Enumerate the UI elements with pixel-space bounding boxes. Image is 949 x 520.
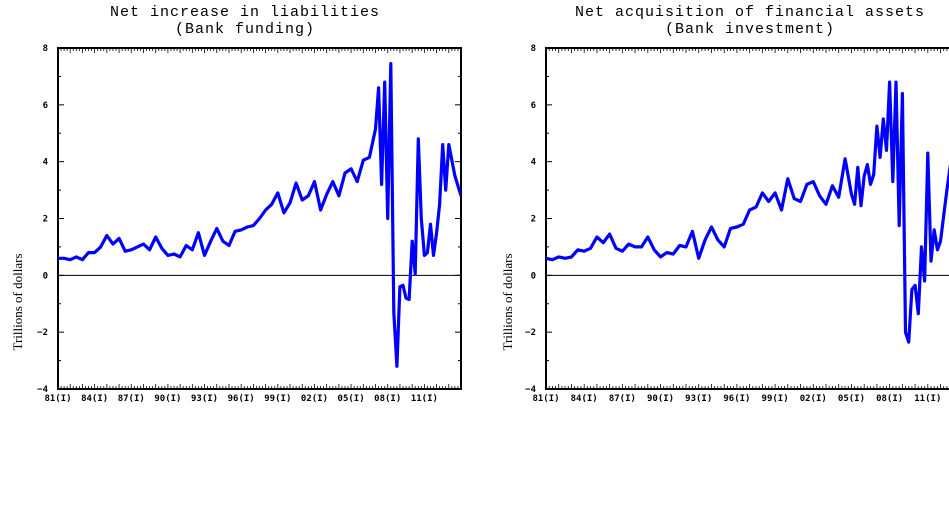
- assets-y-tick-label: 6: [531, 101, 536, 111]
- liabilities-x-tick-label: 96(I): [228, 394, 255, 404]
- liabilities-chart-subtitle: (Bank funding): [175, 21, 315, 38]
- assets-x-tick-label: 99(I): [762, 394, 789, 404]
- assets-x-tick-label: 08(I): [876, 394, 903, 404]
- assets-chart-panel: Net acquisition of financial assets (Ban…: [500, 4, 949, 404]
- assets-x-tick-label: 81(I): [532, 394, 559, 404]
- liabilities-y-tick-label: −4: [37, 385, 48, 395]
- liabilities-y-tick-label: 2: [43, 215, 48, 225]
- assets-x-tick-label: 87(I): [609, 394, 636, 404]
- liabilities-y-tick-label: 8: [43, 44, 48, 54]
- liabilities-chart-title: Net increase in liabilities: [110, 4, 380, 21]
- assets-y-tick-label: −2: [525, 328, 536, 338]
- assets-y-tick-label: 8: [531, 44, 536, 54]
- assets-x-tick-label: 93(I): [685, 394, 712, 404]
- liabilities-x-tick-label: 11(I): [411, 394, 438, 404]
- assets-x-tick-label: 84(I): [571, 394, 598, 404]
- liabilities-x-tick-label: 87(I): [118, 394, 145, 404]
- assets-x-tick-label: 90(I): [647, 394, 674, 404]
- liabilities-series-line: [58, 61, 461, 368]
- liabilities-x-tick-label: 02(I): [301, 394, 328, 404]
- liabilities-y-axis-label: Trillions of dollars: [10, 253, 25, 350]
- assets-x-tick-label: 05(I): [838, 394, 865, 404]
- assets-chart-title: Net acquisition of financial assets: [575, 4, 925, 21]
- assets-y-tick-label: 2: [531, 215, 536, 225]
- liabilities-x-tick-label: 93(I): [191, 394, 218, 404]
- liabilities-x-tick-label: 05(I): [338, 394, 365, 404]
- liabilities-x-tick-label: 81(I): [44, 394, 71, 404]
- liabilities-x-tick-label: 99(I): [264, 394, 291, 404]
- assets-series-line: [546, 80, 949, 344]
- liabilities-y-tick-label: −2: [37, 328, 48, 338]
- liabilities-x-tick-label: 84(I): [81, 394, 108, 404]
- liabilities-x-tick-label: 08(I): [374, 394, 401, 404]
- assets-x-tick-label: 11(I): [914, 394, 941, 404]
- liabilities-x-tick-label: 90(I): [154, 394, 181, 404]
- liabilities-y-tick-label: 0: [43, 271, 48, 281]
- assets-x-tick-label: 02(I): [800, 394, 827, 404]
- liabilities-y-tick-label: 4: [43, 158, 49, 168]
- assets-y-tick-label: −4: [525, 385, 536, 395]
- assets-chart-subtitle: (Bank investment): [665, 21, 835, 38]
- assets-x-tick-label: 96(I): [723, 394, 750, 404]
- liabilities-chart-panel: Net increase in liabilities (Bank fundin…: [10, 4, 462, 404]
- assets-y-tick-label: 4: [531, 158, 537, 168]
- assets-y-axis-label: Trillions of dollars: [500, 253, 515, 350]
- assets-y-tick-label: 0: [531, 271, 536, 281]
- liabilities-y-tick-label: 6: [43, 101, 48, 111]
